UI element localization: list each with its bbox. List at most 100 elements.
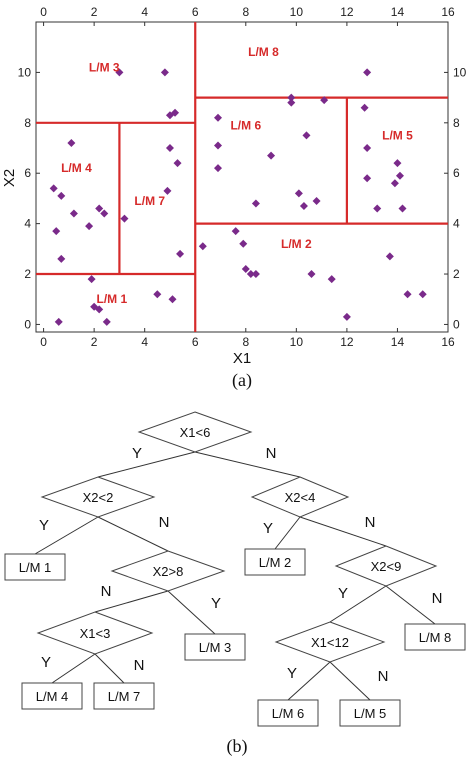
edge-label: N [159, 514, 170, 531]
data-point [302, 131, 311, 140]
decision-node-label: X2<4 [285, 490, 316, 505]
y-tick-label-left: 6 [24, 166, 31, 180]
leaf-node [184, 633, 246, 661]
edge-label: Y [338, 585, 348, 602]
data-point [373, 204, 382, 213]
leaf-node [404, 623, 466, 651]
edge-label: N [432, 590, 443, 607]
data-point [120, 214, 129, 223]
data-point [115, 68, 124, 77]
data-point [251, 270, 260, 279]
data-point [251, 199, 260, 208]
x-tick-label-top: 8 [242, 5, 249, 19]
edge-label: Y [211, 595, 221, 612]
leaf-node-label: L/M 7 [108, 689, 141, 704]
region-label: L/M 6 [230, 118, 261, 132]
decision-node [40, 476, 156, 518]
leaf-node [257, 699, 319, 727]
y-tick-label-left: 0 [24, 317, 31, 331]
panel-a-label: (a) [232, 370, 252, 391]
y-axis-label: X2 [1, 169, 18, 187]
leaf-node [93, 682, 155, 710]
data-point [267, 151, 276, 160]
data-point [299, 201, 308, 210]
decision-node [110, 550, 226, 592]
data-point [85, 222, 94, 231]
x-tick-label-top: 14 [391, 5, 405, 19]
y-tick-label-right: 2 [453, 267, 460, 281]
x-axis-top-ticks: 0 2 4 6 8 10 12 14 16 [40, 5, 455, 26]
tree-edge [167, 590, 216, 635]
data-point [163, 186, 172, 195]
region-label: L/M 3 [89, 60, 120, 74]
tree-edge [94, 653, 125, 684]
y-tick-label-left: 8 [24, 116, 31, 130]
decision-node [250, 476, 350, 518]
edge-label: N [378, 668, 389, 685]
x-tick-label-bottom: 0 [40, 335, 47, 349]
data-point [213, 113, 222, 122]
region-label: L/M 7 [134, 194, 165, 208]
data-point [100, 209, 109, 218]
data-point [198, 242, 207, 251]
data-point [176, 249, 185, 258]
data-point [307, 270, 316, 279]
data-points [49, 68, 427, 326]
x-tick-label-bottom: 2 [91, 335, 98, 349]
x-tick-label-top: 12 [340, 5, 354, 19]
data-point [213, 141, 222, 150]
y-tick-label-left: 10 [18, 65, 32, 79]
y-tick-label-left: 4 [24, 217, 31, 231]
leaf-node [21, 682, 83, 710]
tree-edge [51, 653, 96, 684]
y-axis-left-ticks: 0 2 4 6 8 10 [18, 65, 40, 331]
data-point [342, 312, 351, 321]
decision-node [36, 611, 154, 655]
edge-label: N [365, 514, 376, 531]
leaf-node [4, 553, 66, 581]
decision-node-label: X1<6 [180, 425, 211, 440]
leaf-node-label: L/M 2 [259, 555, 292, 570]
edge-label: Y [263, 520, 273, 537]
tree-edge [34, 516, 99, 555]
tree-edge [299, 516, 387, 547]
tree-edge [274, 516, 301, 550]
decision-node-label: X2>8 [153, 564, 184, 579]
edge-label: N [266, 445, 277, 462]
data-point [390, 179, 399, 188]
leaf-node [244, 548, 306, 576]
y-tick-label-right: 10 [453, 65, 467, 79]
decision-node [334, 545, 438, 587]
data-point [67, 138, 76, 147]
tree-edge [97, 451, 196, 478]
x-tick-label-top: 10 [290, 5, 304, 19]
data-point [239, 239, 248, 248]
data-point [69, 209, 78, 218]
decision-node [274, 621, 386, 663]
data-point [246, 270, 255, 279]
data-point [57, 254, 66, 263]
data-point [102, 317, 111, 326]
data-point [363, 68, 372, 77]
x-axis-bottom-ticks: 0 2 4 6 8 10 12 14 16 [40, 328, 455, 349]
decision-node-label: X1<3 [80, 626, 111, 641]
leaf-node-label: L/M 3 [199, 640, 232, 655]
panel-b-label: (b) [227, 736, 248, 757]
tree-edge [385, 585, 436, 625]
leaf-node-label: L/M 4 [36, 689, 69, 704]
data-point [363, 144, 372, 153]
data-point [57, 191, 66, 200]
data-point [398, 204, 407, 213]
region-label: L/M 2 [281, 237, 312, 251]
x-tick-label-bottom: 12 [340, 335, 354, 349]
x-tick-label-top: 6 [192, 5, 199, 19]
tree-edge-labels: Y N Y N Y N N Y Y N Y N Y N [39, 445, 442, 685]
tree-edge [287, 661, 331, 701]
region-labels: L/M 1 L/M 2 L/M 3 L/M 4 L/M 5 L/M 6 L/M 7 L/M 8 [61, 45, 413, 306]
tree-edge [94, 590, 169, 613]
y-tick-label-left: 2 [24, 267, 31, 281]
region-label: L/M 5 [382, 128, 413, 142]
data-point [403, 290, 412, 299]
data-point [52, 227, 61, 236]
